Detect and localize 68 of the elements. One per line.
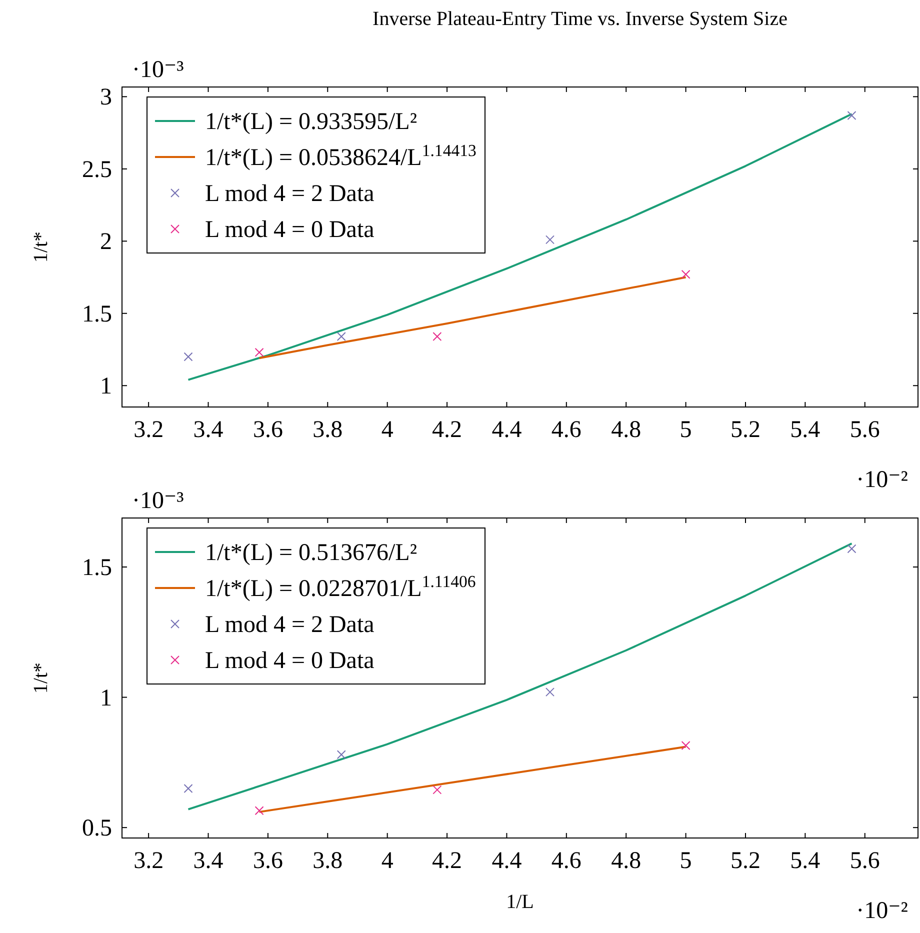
point	[545, 235, 554, 244]
legend-label: 1/t*(L) = 0.933595/L²	[205, 109, 418, 135]
point	[254, 806, 264, 816]
point	[432, 785, 442, 794]
y-axis-title: 1/t*	[30, 231, 52, 263]
line-series	[187, 113, 853, 381]
x-axis-title: 1/L	[506, 891, 534, 913]
y-tick-label: 1.5	[82, 554, 112, 581]
legend-label: 1/t*(L) = 0.0228701/L$^{1.11406}$	[205, 572, 476, 602]
legend-label: L mod 4 = 2 Data	[205, 612, 375, 638]
point	[847, 110, 856, 120]
y-tick-label: 2	[100, 229, 112, 256]
y-tick-label: 0.5	[82, 816, 112, 842]
x-tick-label: 5.6	[850, 417, 880, 443]
x-tick-label: 4.6	[551, 848, 582, 874]
point	[184, 352, 193, 362]
x-tick-label: 3.2	[134, 848, 164, 874]
line-series	[258, 276, 687, 360]
point	[847, 544, 856, 554]
x-tick-label: 5.2	[730, 848, 760, 874]
legend-label: L mod 4 = 0 Data	[205, 217, 375, 243]
x-tick-label: 5.4	[790, 417, 820, 443]
y-tick-label: 2.5	[82, 156, 112, 183]
point	[336, 750, 346, 760]
x-tick-label: 4.8	[611, 417, 642, 443]
x-tick-label: 5.2	[730, 417, 760, 443]
x-tick-label: 4.8	[611, 848, 642, 874]
text: ·10⁻³	[132, 488, 184, 514]
x-tick-label: 3.6	[252, 417, 283, 443]
x-tick-label: 3.6	[252, 848, 283, 874]
x-tick-label: 4.2	[432, 417, 462, 443]
x-tick-label: 3.4	[193, 417, 224, 443]
chart-title: Inverse Plateau-Entry Time vs. Inverse System Size	[372, 8, 788, 30]
x-tick-label: 3.4	[193, 848, 224, 874]
text: ·10⁻³	[132, 57, 184, 83]
x-tick-label: 4	[381, 417, 394, 443]
x-tick-label: 4.4	[492, 417, 522, 443]
line-series	[258, 746, 687, 813]
y-tick-label: 1	[100, 685, 112, 712]
x-tick-label: 5	[680, 848, 692, 874]
legend-label: L mod 4 = 2 Data	[205, 181, 375, 207]
point	[184, 784, 193, 793]
point	[432, 332, 442, 341]
text: ·10⁻²	[856, 898, 908, 924]
x-tick-label: 4.2	[432, 848, 462, 874]
y-tick-label: 1.5	[82, 301, 112, 328]
x-tick-label: 5	[680, 417, 692, 443]
x-tick-label: 4	[381, 848, 394, 874]
x-tick-label: 5.4	[790, 848, 820, 874]
x-tick-label: 4.4	[492, 848, 522, 874]
y-tick-label: 3	[100, 84, 112, 111]
x-tick-label: 4.6	[551, 417, 582, 443]
x-tick-label: 3.8	[312, 848, 343, 874]
point	[681, 270, 690, 279]
legend-label: 1/t*(L) = 0.513676/L²	[205, 540, 418, 566]
point	[336, 332, 346, 341]
text: ·10⁻²	[856, 467, 908, 493]
point	[681, 740, 690, 750]
line-series	[187, 542, 853, 810]
y-axis-title: 1/t*	[30, 662, 52, 694]
x-tick-label: 3.8	[312, 417, 343, 443]
point	[545, 688, 554, 697]
point	[254, 348, 264, 357]
x-tick-label: 3.2	[134, 417, 164, 443]
legend-label: L mod 4 = 0 Data	[205, 648, 375, 674]
y-tick-label: 1	[100, 374, 112, 400]
x-tick-label: 5.6	[850, 848, 880, 874]
legend-label: 1/t*(L) = 0.0538624/L$^{1.14413}$	[205, 140, 476, 171]
